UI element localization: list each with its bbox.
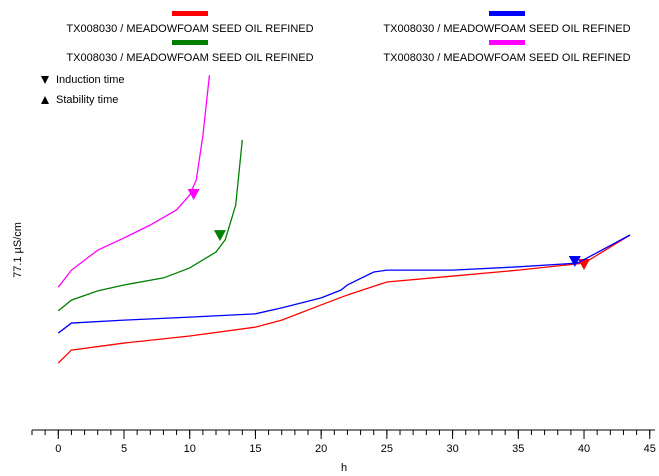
induction-marker [187, 189, 200, 201]
induction-marker [578, 258, 591, 270]
x-tick-label: 45 [644, 443, 656, 455]
x-tick-label: 5 [121, 443, 127, 455]
series-line [57, 234, 631, 364]
induction-marker [213, 230, 226, 242]
x-tick-label: 0 [55, 443, 61, 455]
stability-symbol [41, 96, 49, 104]
x-tick-label: 25 [381, 443, 393, 455]
legend-swatch [489, 40, 525, 45]
marker-legend-label: Stability time [56, 94, 118, 106]
x-tick-label: 35 [512, 443, 524, 455]
legend-label: TX008030 / MEADOWFOAM SEED OIL REFINED [383, 52, 630, 64]
legend-label: TX008030 / MEADOWFOAM SEED OIL REFINED [66, 52, 313, 64]
x-tick-label: 30 [446, 443, 458, 455]
series-line [57, 234, 631, 334]
induction-symbol [41, 76, 49, 84]
legend-label: TX008030 / MEADOWFOAM SEED OIL REFINED [383, 23, 630, 35]
marker-legend-label: Induction time [56, 74, 124, 86]
y-axis-label: 77.1 µS/cm [12, 222, 24, 278]
legend-swatch [172, 40, 208, 45]
x-axis-label: h [341, 462, 347, 474]
legend-swatch [489, 11, 525, 16]
induction-marker [568, 256, 581, 268]
legend-label: TX008030 / MEADOWFOAM SEED OIL REFINED [66, 23, 313, 35]
series-line [57, 139, 243, 312]
legend-swatch [172, 11, 208, 16]
x-tick-label: 10 [184, 443, 196, 455]
x-tick-label: 40 [578, 443, 590, 455]
x-tick-label: 15 [249, 443, 261, 455]
series-line [57, 75, 211, 288]
x-tick-label: 20 [315, 443, 327, 455]
